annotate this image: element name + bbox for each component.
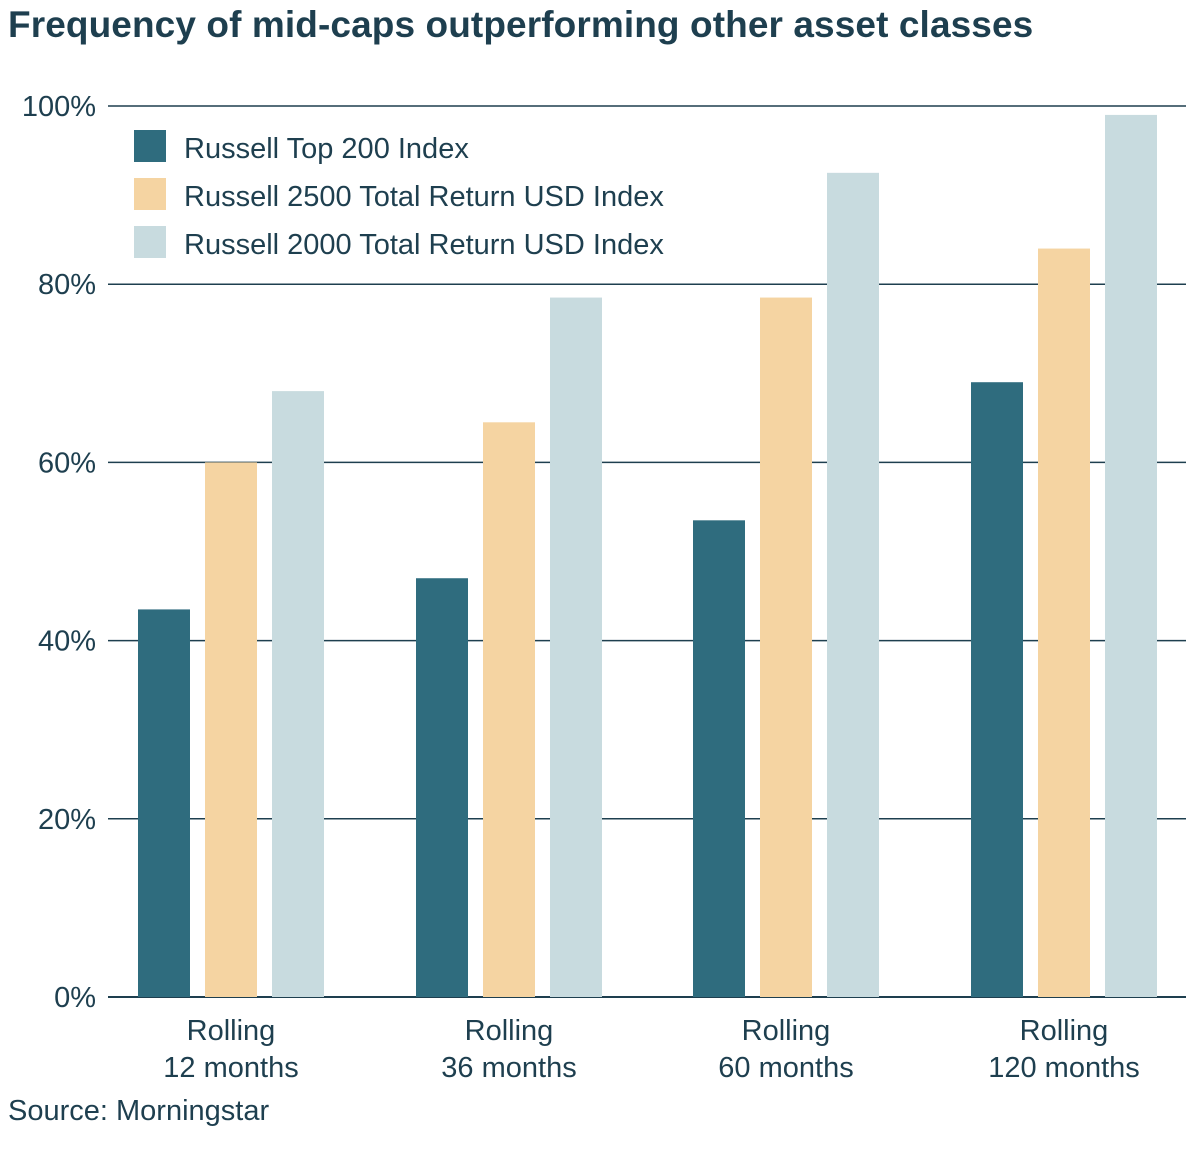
x-tick-label-line: Rolling [465,1015,554,1047]
y-tick-label: 20% [38,804,96,836]
x-tick-label-line: 120 months [988,1052,1140,1084]
x-tick-label-line: 36 months [441,1052,576,1084]
bar [138,609,190,997]
legend-label: Russell Top 200 Index [184,133,469,165]
x-tick-label-line: Rolling [1020,1015,1109,1047]
bar [1105,114,1157,997]
bar [483,422,535,997]
x-tick-label: Rolling 12 months [163,1015,298,1084]
x-tick-label: Rolling 120 months [988,1015,1140,1084]
bar [827,172,879,997]
legend-swatch [134,178,166,210]
x-tick-label-line: 60 months [718,1052,853,1084]
bar [550,297,602,997]
y-tick-label: 0% [54,982,96,1014]
bar [1038,248,1090,997]
legend-label: Russell 2500 Total Return USD Index [184,181,664,213]
y-tick-label: 80% [38,269,96,301]
legend-swatch [134,130,166,162]
bar [416,578,468,997]
y-tick-label: 60% [38,447,96,479]
source-note: Source: Morningstar [8,1095,270,1127]
x-tick-label-line: Rolling [187,1015,276,1047]
bars [138,114,1157,998]
bar [272,391,324,997]
x-tick-label: Rolling 36 months [441,1015,576,1084]
bar [971,382,1023,998]
x-tick-label: Rolling 60 months [718,1015,853,1084]
legend: Russell Top 200 Index Russell 2500 Total … [134,130,664,261]
chart-title: Frequency of mid-caps outperforming othe… [8,4,1034,45]
bar [693,520,745,997]
y-tick-label: 40% [38,626,96,658]
legend-swatch [134,226,166,258]
bar [760,297,812,997]
x-axis: Rolling 12 months Rolling 36 months Rolling 6… [163,1015,1139,1084]
y-tick-label: 100% [22,91,96,123]
x-tick-label-line: Rolling [742,1015,831,1047]
x-tick-label-line: 12 months [163,1052,298,1084]
y-axis: 0% 20% 40% 60% 80% 100% [22,91,96,1014]
legend-label: Russell 2000 Total Return USD Index [184,229,664,261]
bar [205,462,257,997]
